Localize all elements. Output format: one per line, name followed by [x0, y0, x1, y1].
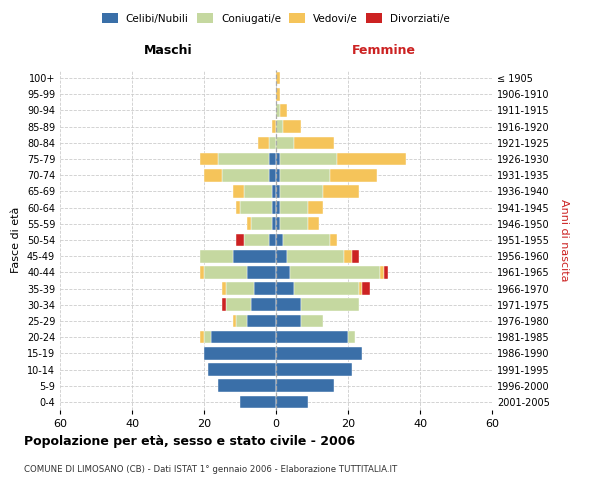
Bar [276, 169, 280, 181]
Bar [352, 250, 359, 262]
Bar [254, 282, 276, 295]
Bar [251, 298, 276, 311]
Bar [287, 250, 344, 262]
Bar [276, 363, 352, 376]
Bar [200, 250, 233, 262]
Bar [272, 120, 276, 133]
Bar [294, 282, 359, 295]
Bar [276, 202, 280, 214]
Bar [236, 314, 247, 328]
Bar [269, 169, 276, 181]
Bar [280, 202, 308, 214]
Bar [283, 234, 330, 246]
Bar [280, 218, 308, 230]
Bar [276, 298, 301, 311]
Bar [240, 396, 276, 408]
Bar [323, 185, 359, 198]
Bar [276, 185, 280, 198]
Bar [222, 282, 226, 295]
Bar [222, 298, 226, 311]
Bar [269, 136, 276, 149]
Bar [233, 314, 236, 328]
Bar [272, 202, 276, 214]
Bar [384, 266, 388, 278]
Bar [276, 250, 287, 262]
Bar [283, 120, 301, 133]
Bar [226, 298, 251, 311]
Bar [280, 104, 287, 117]
Bar [276, 218, 280, 230]
Bar [236, 202, 240, 214]
Bar [222, 169, 269, 181]
Bar [233, 185, 244, 198]
Bar [236, 234, 244, 246]
Bar [204, 266, 247, 278]
Bar [226, 282, 254, 295]
Bar [276, 136, 294, 149]
Bar [294, 136, 334, 149]
Bar [276, 120, 283, 133]
Bar [269, 234, 276, 246]
Bar [280, 152, 337, 166]
Bar [276, 380, 334, 392]
Y-axis label: Fasce di età: Fasce di età [11, 207, 21, 273]
Bar [276, 347, 362, 360]
Bar [290, 266, 380, 278]
Legend: Celibi/Nubili, Coniugati/e, Vedovi/e, Divorziati/e: Celibi/Nubili, Coniugati/e, Vedovi/e, Di… [99, 10, 453, 26]
Bar [380, 266, 384, 278]
Text: Maschi: Maschi [143, 44, 193, 57]
Text: Popolazione per età, sesso e stato civile - 2006: Popolazione per età, sesso e stato civil… [24, 435, 355, 448]
Bar [244, 185, 272, 198]
Bar [269, 152, 276, 166]
Bar [276, 104, 280, 117]
Bar [218, 380, 276, 392]
Bar [308, 218, 319, 230]
Bar [301, 298, 359, 311]
Bar [276, 396, 308, 408]
Bar [211, 331, 276, 344]
Bar [276, 266, 290, 278]
Text: Femmine: Femmine [352, 44, 416, 57]
Bar [330, 234, 337, 246]
Bar [301, 314, 323, 328]
Bar [204, 331, 211, 344]
Bar [276, 88, 280, 101]
Bar [276, 234, 283, 246]
Bar [247, 314, 276, 328]
Bar [362, 282, 370, 295]
Bar [200, 152, 218, 166]
Bar [359, 282, 362, 295]
Text: COMUNE DI LIMOSANO (CB) - Dati ISTAT 1° gennaio 2006 - Elaborazione TUTTITALIA.I: COMUNE DI LIMOSANO (CB) - Dati ISTAT 1° … [24, 465, 397, 474]
Bar [276, 282, 294, 295]
Bar [276, 72, 280, 85]
Bar [258, 136, 269, 149]
Bar [276, 152, 280, 166]
Bar [276, 314, 301, 328]
Bar [308, 202, 323, 214]
Bar [280, 169, 330, 181]
Bar [272, 185, 276, 198]
Bar [204, 169, 222, 181]
Y-axis label: Anni di nascita: Anni di nascita [559, 198, 569, 281]
Bar [272, 218, 276, 230]
Bar [244, 234, 269, 246]
Bar [200, 331, 204, 344]
Bar [204, 347, 276, 360]
Bar [233, 250, 276, 262]
Bar [251, 218, 272, 230]
Bar [247, 218, 251, 230]
Bar [330, 169, 377, 181]
Bar [247, 266, 276, 278]
Bar [344, 250, 352, 262]
Bar [280, 185, 323, 198]
Bar [208, 363, 276, 376]
Bar [218, 152, 269, 166]
Bar [348, 331, 355, 344]
Bar [276, 331, 348, 344]
Bar [337, 152, 406, 166]
Bar [200, 266, 204, 278]
Bar [240, 202, 272, 214]
